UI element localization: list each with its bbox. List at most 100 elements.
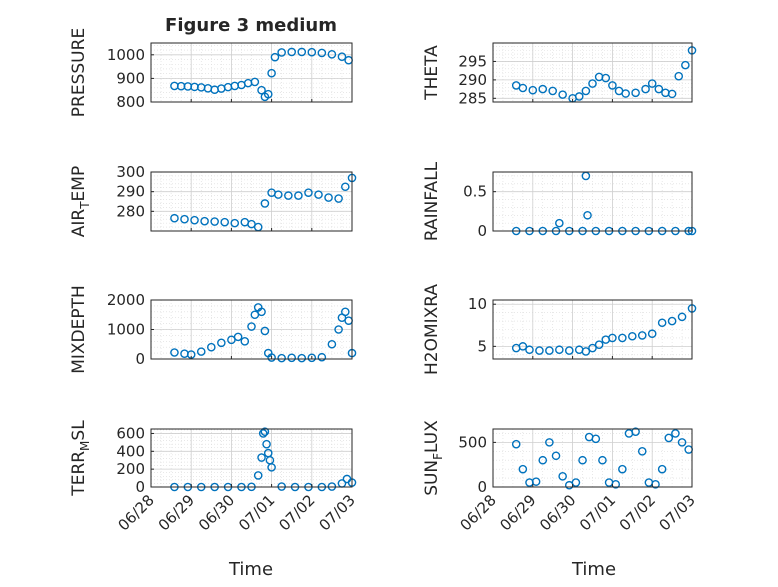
data-point <box>250 77 260 87</box>
y-tick-label: 0 <box>477 478 487 496</box>
data-point <box>528 85 538 95</box>
axes-5: 0 1000 2000 MIXDEPTH <box>69 285 357 374</box>
data-point <box>307 47 317 57</box>
data-point <box>657 464 667 474</box>
axes-3-background <box>151 172 352 231</box>
data-point <box>334 194 343 203</box>
y-tick-label: 0 <box>135 350 145 368</box>
data-point <box>210 217 219 226</box>
axes-6-series <box>511 304 697 356</box>
y-tick-label: 300 <box>116 163 145 181</box>
data-point <box>270 52 280 62</box>
axes-3-x-ticks <box>150 228 353 231</box>
data-point <box>628 331 637 341</box>
data-point <box>297 47 307 57</box>
data-point <box>258 429 268 438</box>
y-tick-label: 600 <box>116 424 145 442</box>
data-point <box>324 193 333 202</box>
data-point <box>594 340 604 349</box>
data-point <box>196 347 206 356</box>
y-tick-label: 285 <box>458 89 487 107</box>
x-tick-label: 06/30 <box>536 491 579 534</box>
y-tick-label: 10 <box>468 295 487 313</box>
data-point <box>317 352 327 362</box>
data-point <box>548 86 558 96</box>
x-axis-label-left: Time <box>228 559 273 580</box>
data-point <box>511 439 521 449</box>
x-tick-label: 06/29 <box>155 491 198 534</box>
x-tick-label: 06/30 <box>195 491 238 534</box>
data-point <box>260 326 270 336</box>
data-point <box>555 218 564 228</box>
y-tick-label: 800 <box>116 93 145 111</box>
axes-1-background <box>151 43 352 102</box>
data-point <box>598 455 607 465</box>
data-point <box>681 60 690 70</box>
x-tick-label: 06/28 <box>457 491 500 534</box>
data-point <box>538 455 548 465</box>
x-tick-label: 06/28 <box>115 491 158 534</box>
axes-1-ylabel: PRESSURE <box>69 28 89 117</box>
data-point <box>583 210 592 220</box>
data-point <box>641 84 650 94</box>
data-point <box>337 52 347 61</box>
data-point <box>578 455 587 465</box>
data-point <box>664 433 674 443</box>
data-point <box>170 213 179 223</box>
data-point <box>257 307 266 317</box>
data-point <box>631 88 640 98</box>
y-tick-label: 400 <box>116 442 145 460</box>
data-point <box>637 331 647 340</box>
data-point <box>262 439 271 449</box>
data-point <box>581 86 591 96</box>
data-point <box>545 346 554 355</box>
y-tick-label: 0.5 <box>463 183 487 201</box>
axes-4-background <box>493 172 692 231</box>
data-point <box>581 347 591 356</box>
data-point <box>200 216 209 226</box>
y-tick-label: 500 <box>458 433 487 451</box>
data-point <box>621 89 630 98</box>
y-tick-label: 900 <box>116 69 145 87</box>
axes-6: 5 10 H2OMIXRA <box>422 284 697 375</box>
axes-3-series <box>170 173 357 232</box>
axes-2-series <box>511 46 697 103</box>
data-point <box>247 322 256 331</box>
axes-6-x-ticks <box>492 356 693 359</box>
y-tick-label: 290 <box>458 71 487 89</box>
data-point <box>220 217 229 227</box>
axes-2-ylabel: THETA <box>422 45 442 101</box>
y-tick-label: 280 <box>116 202 145 220</box>
data-point <box>545 438 554 447</box>
data-point <box>297 353 307 363</box>
y-tick-label: 5 <box>477 337 487 355</box>
data-point <box>654 84 664 94</box>
axes-2-x-ticks <box>492 99 693 102</box>
data-point <box>267 463 276 472</box>
data-point <box>671 429 680 438</box>
axes-1-frame <box>150 42 353 103</box>
data-point <box>267 68 276 78</box>
data-point <box>217 338 226 348</box>
data-point <box>631 427 640 436</box>
data-point <box>170 348 179 357</box>
axes-3-ylabel: AIRTEMP <box>69 166 92 237</box>
data-point <box>558 471 567 481</box>
data-point <box>555 345 564 355</box>
data-point <box>677 438 687 447</box>
data-point <box>674 71 684 81</box>
y-tick-label: 200 <box>116 460 145 478</box>
axes-7-ylabel: TERRMSL <box>69 420 92 497</box>
data-point <box>277 353 286 363</box>
x-tick-label: 07/02 <box>616 491 659 534</box>
data-point <box>667 89 677 99</box>
axes-4: 0 0.5 RAINFALL <box>422 161 697 241</box>
data-point <box>233 332 243 342</box>
data-point <box>588 79 597 88</box>
axes-5-x-ticks <box>150 356 353 359</box>
